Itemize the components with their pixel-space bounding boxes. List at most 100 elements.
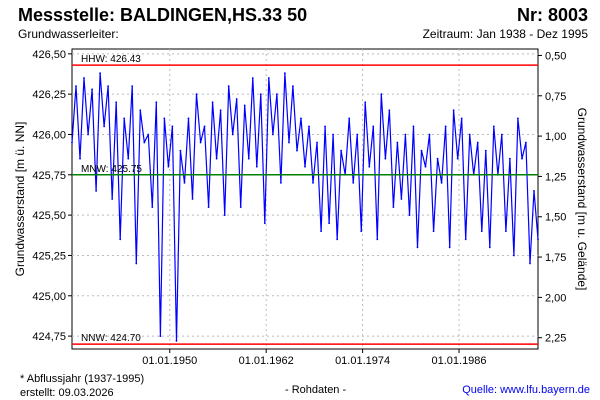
data-point bbox=[537, 238, 539, 241]
data-point bbox=[147, 133, 150, 136]
data-point bbox=[452, 109, 455, 112]
data-point bbox=[488, 246, 491, 249]
data-point bbox=[308, 125, 310, 128]
data-point bbox=[91, 88, 93, 91]
x-tick-label: 01.01.1974 bbox=[335, 355, 390, 367]
data-point bbox=[508, 157, 511, 160]
right-tick-label: 0,50 bbox=[545, 50, 566, 62]
data-point bbox=[492, 125, 495, 128]
data-point bbox=[356, 133, 359, 136]
right-tick-label: 1,25 bbox=[545, 171, 566, 183]
data-point bbox=[533, 190, 535, 192]
y-tick-label: 426,00 bbox=[32, 129, 66, 141]
data-point bbox=[440, 181, 443, 184]
data-point bbox=[119, 238, 122, 241]
data-point bbox=[207, 206, 210, 208]
footnote: * Abflussjahr (1937-1995) bbox=[20, 373, 145, 385]
data-point bbox=[396, 141, 399, 144]
data-point bbox=[223, 214, 226, 217]
data-point bbox=[468, 133, 471, 136]
aquifer-label: Grundwasserleiter: bbox=[18, 27, 119, 41]
data-point bbox=[139, 109, 142, 112]
source-link[interactable]: Quelle: www.lfu.bayern.de bbox=[462, 384, 590, 396]
data-point bbox=[368, 165, 371, 168]
data-point bbox=[372, 125, 375, 128]
data-point bbox=[111, 198, 114, 200]
data-point bbox=[219, 109, 222, 112]
data-point bbox=[227, 85, 230, 87]
data-point bbox=[456, 157, 459, 160]
data-point bbox=[143, 141, 146, 144]
data-point bbox=[400, 198, 403, 200]
data-point bbox=[324, 125, 326, 128]
data-point bbox=[123, 117, 126, 120]
data-point bbox=[115, 101, 118, 104]
data-point bbox=[504, 230, 507, 233]
data-point bbox=[320, 230, 322, 233]
data-point bbox=[87, 133, 89, 136]
data-point bbox=[179, 149, 182, 152]
data-point bbox=[175, 340, 178, 342]
data-point bbox=[460, 117, 463, 120]
data-point bbox=[159, 335, 162, 337]
data-point bbox=[424, 165, 427, 168]
right-tick-label: 1,00 bbox=[545, 131, 566, 143]
data-point bbox=[95, 190, 98, 192]
data-point bbox=[75, 85, 77, 87]
data-point bbox=[251, 77, 254, 79]
data-point bbox=[348, 117, 351, 120]
data-point bbox=[312, 181, 314, 184]
data-point bbox=[480, 230, 483, 233]
data-point bbox=[444, 125, 447, 128]
data-point bbox=[243, 104, 246, 107]
y-tick-label: 424,75 bbox=[32, 331, 66, 343]
data-point bbox=[288, 141, 290, 144]
data-point bbox=[271, 133, 274, 136]
station-number: Nr: 8003 bbox=[516, 5, 588, 25]
y-tick-label: 426,50 bbox=[32, 49, 66, 61]
data-point bbox=[239, 206, 242, 208]
data-point bbox=[476, 141, 479, 144]
data-point bbox=[521, 157, 523, 160]
reference-label: NNW: 424.70 bbox=[81, 333, 141, 344]
data-point bbox=[525, 141, 527, 144]
x-tick-label: 01.01.1986 bbox=[431, 355, 486, 367]
data-point bbox=[316, 141, 318, 144]
data-point bbox=[247, 157, 250, 160]
data-point bbox=[292, 85, 294, 87]
data-point bbox=[500, 133, 503, 136]
data-point bbox=[340, 149, 343, 152]
x-tick-label: 01.01.1950 bbox=[142, 355, 197, 367]
data-point bbox=[99, 72, 101, 75]
data-point bbox=[428, 133, 431, 136]
data-point bbox=[203, 125, 206, 128]
data-point bbox=[171, 125, 174, 128]
right-tick-label: 1,75 bbox=[545, 252, 566, 264]
data-point bbox=[267, 77, 270, 79]
data-point bbox=[280, 181, 282, 184]
data-point bbox=[416, 246, 419, 249]
data-point bbox=[304, 165, 306, 168]
data-point bbox=[408, 214, 411, 217]
data-point bbox=[259, 93, 262, 96]
data-point bbox=[420, 149, 423, 152]
data-point bbox=[517, 117, 519, 120]
data-point bbox=[513, 254, 515, 257]
y-axis-title-right: Grundwasserstand [m u. Gelände] bbox=[575, 108, 589, 291]
data-point bbox=[183, 181, 186, 184]
data-point bbox=[83, 77, 85, 79]
data-point bbox=[360, 230, 363, 233]
y-axis-title-left: Grundwasserstand [m ü. NN] bbox=[13, 122, 27, 277]
data-point bbox=[127, 157, 130, 160]
right-tick-label: 2,00 bbox=[545, 292, 566, 304]
data-point bbox=[79, 157, 81, 160]
data-point bbox=[131, 85, 134, 87]
data-point bbox=[167, 165, 170, 168]
data-point bbox=[155, 101, 158, 104]
data-point bbox=[388, 109, 391, 112]
data-point bbox=[464, 238, 467, 241]
y-tick-label: 425,25 bbox=[32, 250, 66, 262]
data-point bbox=[529, 262, 531, 265]
data-point bbox=[187, 117, 190, 120]
